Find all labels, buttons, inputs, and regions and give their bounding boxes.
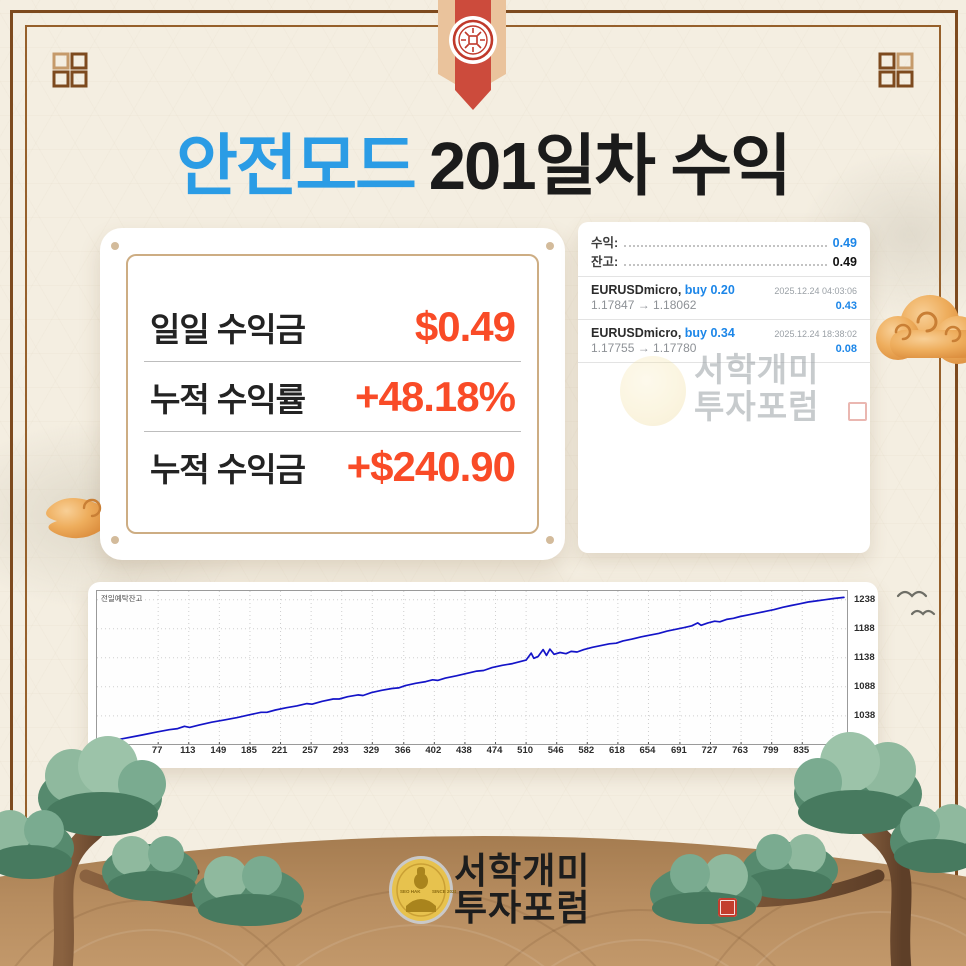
trade-symbol: EURUSDmicro, buy 0.20 [591, 283, 735, 297]
frame-corner-dot [546, 536, 554, 544]
divider [578, 319, 870, 320]
stat-label: 누적 수익률 [150, 380, 306, 418]
x-tick-label: 438 [455, 745, 472, 756]
y-tick-label: 1188 [854, 622, 875, 634]
trade-datetime: 2025.12.24 18:38:02 [774, 329, 857, 339]
x-tick-label: 727 [701, 745, 718, 756]
x-tick-label: 546 [547, 745, 564, 756]
x-tick-label: 618 [608, 745, 625, 756]
corner-knot-icon [52, 52, 88, 88]
x-tick-label: 691 [670, 745, 687, 756]
x-tick-label: 835 [793, 745, 810, 756]
decorative-frame [126, 254, 539, 534]
trade-row: EURUSDmicro, buy 0.34 2025.12.24 18:38:0… [591, 326, 857, 356]
trade-datetime: 2025.12.24 04:03:06 [774, 286, 857, 296]
title-highlight: 안전모드 [176, 129, 417, 204]
x-tick-label: 185 [241, 745, 257, 756]
stat-label: 누적 수익금 [150, 450, 306, 488]
x-tick-label: 799 [762, 745, 779, 756]
stat-row-cumulative-profit: 누적 수익금 +$240.90 [144, 431, 521, 501]
svg-text:SEO HAK: SEO HAK [400, 889, 421, 894]
y-tick-label: 1138 [854, 651, 875, 663]
y-tick-label: 1238 [854, 593, 876, 605]
x-tick-label: 474 [486, 745, 503, 756]
balance-line-chart [96, 590, 848, 745]
summary-label: 수익: [591, 236, 619, 250]
stat-label: 일일 수익금 [150, 310, 306, 348]
frame-corner-dot [111, 242, 119, 250]
summary-row-profit: 수익: 0.49 [591, 232, 857, 251]
divider [578, 362, 870, 363]
x-tick-label: 654 [639, 745, 656, 756]
summary-value: 0.49 [832, 255, 857, 269]
pine-tree-right-icon [650, 732, 966, 966]
divider [578, 276, 870, 277]
trade-symbol: EURUSDmicro, buy 0.34 [591, 326, 735, 340]
frame-corner-dot [546, 242, 554, 250]
summary-label: 잔고: [591, 255, 619, 269]
x-axis-labels: 77 113 149 185 221 257 293 329 366 402 438 474 510 54… [96, 745, 848, 763]
trade-row: EURUSDmicro, buy 0.20 2025.12.24 04:03:0… [591, 283, 857, 313]
brand-name: 서학개미 투자포럼 [454, 850, 591, 929]
ribbon-banner [438, 0, 506, 110]
stat-row-daily-profit: 일일 수익금 $0.49 [144, 292, 521, 361]
x-tick-label: 221 [271, 745, 288, 756]
page-title: 안전모드 201일차 수익 [0, 112, 966, 209]
trade-profit: 0.43 [835, 300, 857, 312]
x-tick-label: 149 [210, 745, 227, 756]
birds-icon [896, 590, 936, 616]
frame-corner-dot [111, 536, 119, 544]
brand-logo: SEO HAK SINCE 2021 서학개미 투자포럼 [388, 852, 758, 938]
trade-prices: 1.17755 → 1.17780 [591, 341, 697, 355]
profit-summary-card: 일일 수익금 $0.49 누적 수익률 +48.18% 누적 수익금 +$240… [100, 228, 565, 560]
corner-knot-icon [878, 52, 914, 88]
stat-row-cumulative-return: 누적 수익률 +48.18% [144, 361, 521, 431]
gold-coin-medal-icon: SEO HAK SINCE 2021 [389, 856, 456, 924]
y-tick-label: 1088 [854, 680, 876, 692]
trade-side: buy 0.20 [684, 283, 735, 297]
x-tick-label: 257 [302, 745, 319, 756]
summary-value: 0.49 [832, 236, 857, 250]
dotted-leader [624, 264, 827, 266]
chart-title: 전일예탁잔고 [101, 594, 143, 603]
dotted-leader [624, 245, 827, 247]
trade-history-panel: 수익: 0.49 잔고: 0.49 EURUSDmicro, buy 0.20 … [578, 222, 870, 553]
x-tick-label: 113 [180, 745, 196, 756]
x-tick-label: 366 [394, 745, 411, 756]
y-tick-label: 1038 [854, 709, 876, 721]
stat-value: $0.49 [414, 302, 516, 350]
svg-text:SINCE 2021: SINCE 2021 [432, 889, 456, 894]
trade-side: buy 0.34 [684, 326, 735, 340]
trade-prices: 1.17847 → 1.18062 [591, 298, 697, 312]
cloud-right-icon [876, 295, 966, 364]
x-tick-label: 402 [425, 745, 442, 756]
stat-value: +$240.90 [346, 442, 516, 490]
traditional-seal-icon [449, 16, 497, 64]
red-seal-stamp-icon [718, 898, 737, 917]
trade-profit: 0.08 [835, 343, 857, 355]
x-tick-label: 77 [151, 745, 163, 756]
x-tick-label: 293 [332, 745, 349, 756]
x-tick-label: 582 [578, 745, 595, 756]
x-tick-label: 763 [732, 745, 748, 756]
pine-tree-left-icon [0, 736, 304, 966]
stat-value: +48.18% [355, 372, 516, 420]
cloud-left-icon [46, 498, 102, 539]
summary-row-balance: 잔고: 0.49 [591, 251, 857, 270]
x-tick-label: 510 [517, 745, 534, 756]
title-rest: 201일차 수익 [428, 129, 792, 204]
x-tick-label: 329 [363, 745, 380, 756]
